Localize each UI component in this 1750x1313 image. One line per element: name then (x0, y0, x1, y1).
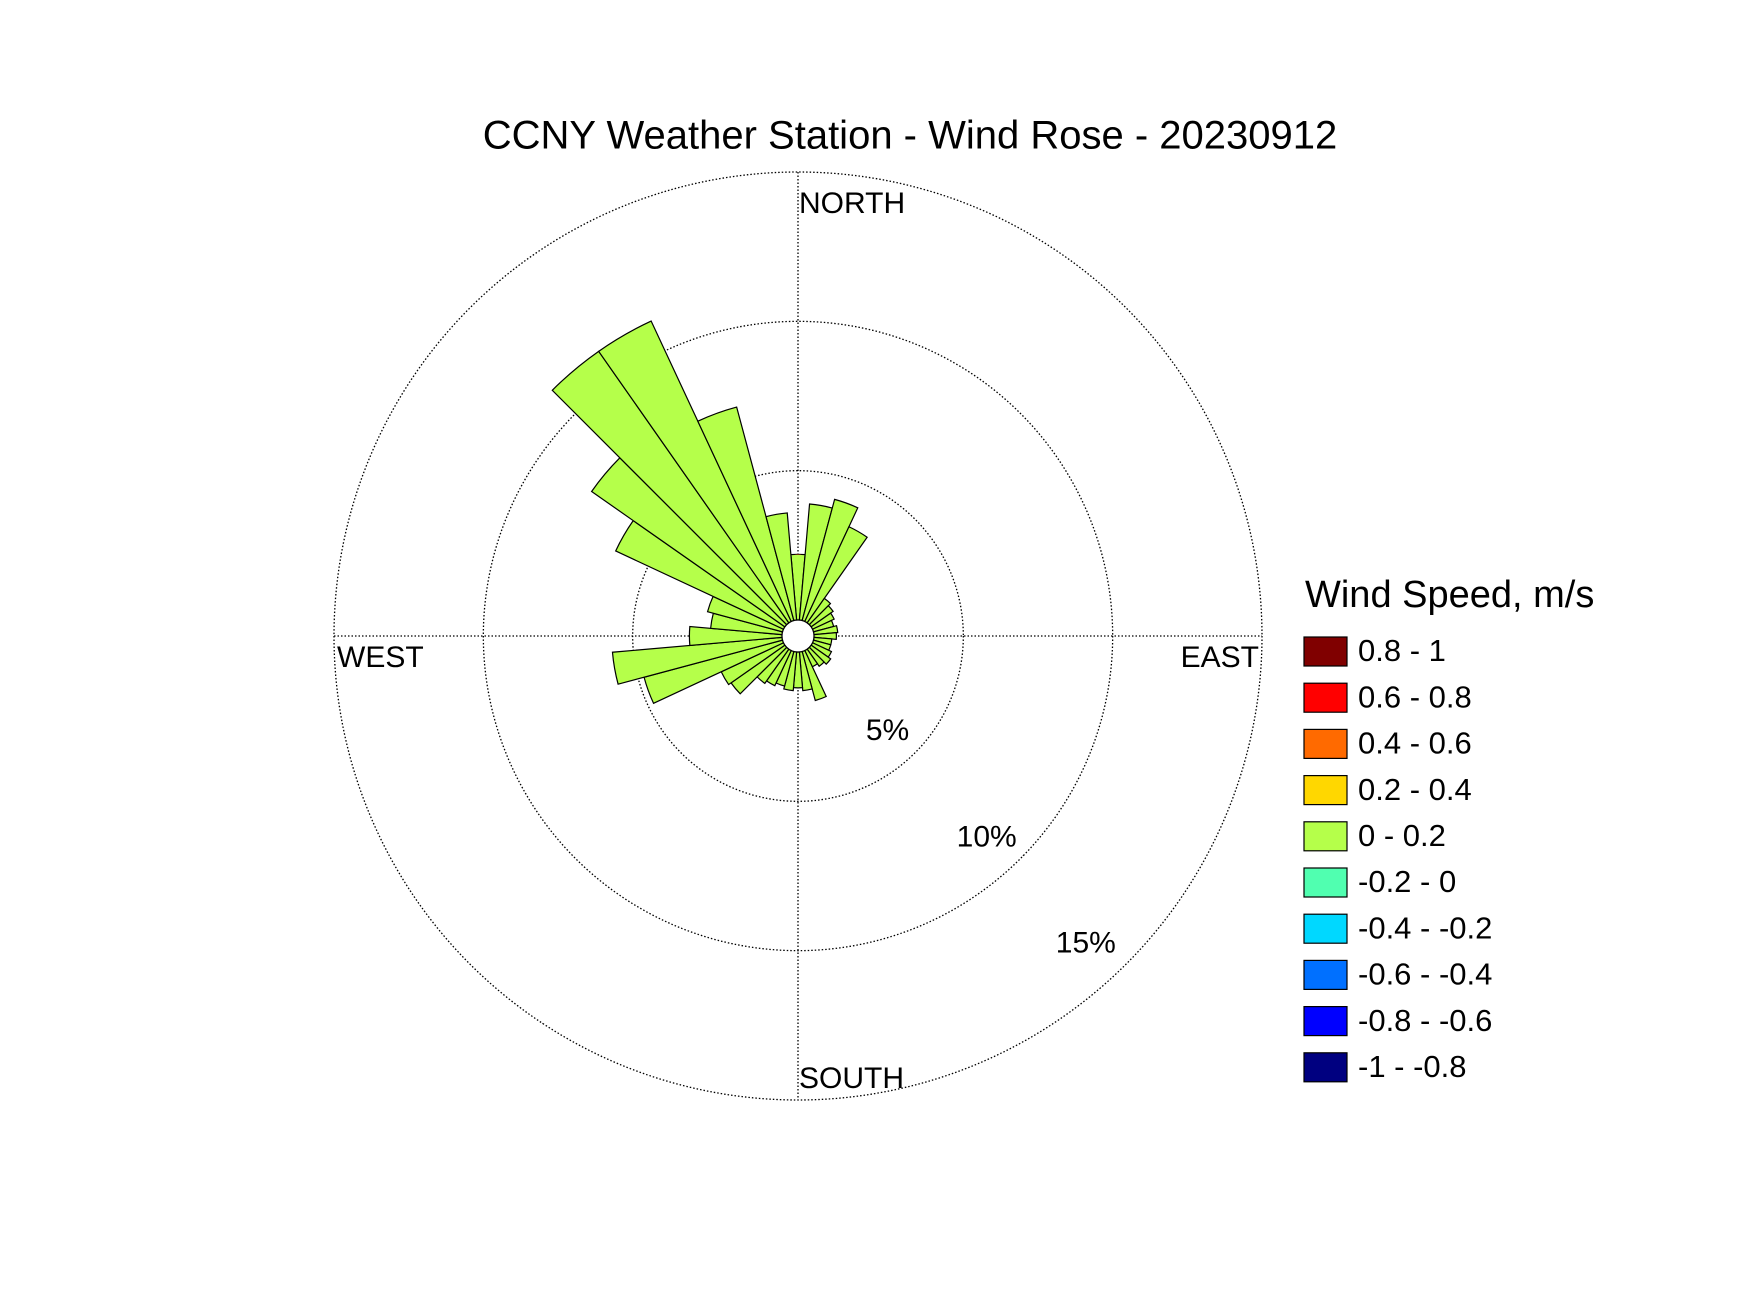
legend-label: 0.8 - 1 (1358, 633, 1446, 668)
grid-ring (333, 171, 1263, 1101)
grid-ring (482, 320, 1114, 952)
legend-swatch (1303, 682, 1348, 713)
legend-swatch (1303, 728, 1348, 760)
grid-ring (632, 470, 964, 802)
r-tick-label: 15% (1056, 927, 1116, 960)
r-tick-label: 10% (957, 820, 1017, 853)
r-tick-label: 5% (866, 714, 909, 747)
direction-label: WEST (337, 641, 424, 674)
center-hole (781, 619, 815, 653)
legend-label: 0.4 - 0.6 (1358, 726, 1472, 761)
legend-swatch (1303, 959, 1348, 991)
direction-label: EAST (1181, 641, 1259, 674)
chart-title: CCNY Weather Station - Wind Rose - 20230… (483, 114, 1338, 158)
direction-label: SOUTH (799, 1062, 904, 1095)
legend-label: -0.8 - -0.6 (1358, 1003, 1492, 1038)
legend-swatch (1303, 1005, 1348, 1037)
legend-label: 0.2 - 0.4 (1358, 772, 1472, 807)
legend-swatch (1303, 913, 1348, 944)
legend-label: 0.6 - 0.8 (1358, 679, 1472, 714)
legend-swatch (1303, 636, 1348, 667)
legend-label: -0.2 - 0 (1358, 864, 1456, 899)
legend-swatch (1303, 867, 1348, 898)
legend-label: -0.6 - -0.4 (1358, 957, 1492, 992)
legend-label: 0 - 0.2 (1358, 818, 1446, 853)
legend-title: Wind Speed, m/s (1305, 574, 1594, 616)
legend-label: -0.4 - -0.2 (1358, 910, 1492, 945)
legend-label: -1 - -0.8 (1358, 1049, 1467, 1084)
legend-swatch (1303, 774, 1348, 806)
direction-label: NORTH (799, 187, 905, 220)
legend-swatch (1303, 1052, 1348, 1083)
legend-swatch (1303, 821, 1348, 852)
